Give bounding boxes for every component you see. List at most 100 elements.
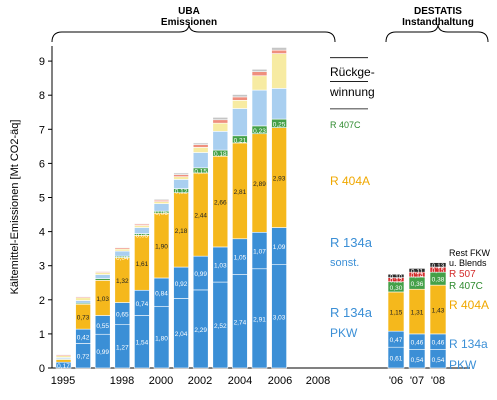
legend-item: winnung xyxy=(329,85,375,99)
uba-segment-label: 2,74 xyxy=(234,319,247,326)
uba-bar-segment xyxy=(192,144,209,148)
destatis-segment-label: 0,54 xyxy=(432,357,445,364)
uba-segment-label: 2,52 xyxy=(214,323,227,330)
uba-bar-segment xyxy=(114,250,131,257)
destatis-segment-label: 0,13 xyxy=(432,263,445,270)
legend-item: R 404A xyxy=(330,174,370,188)
uba-segment-label: 0,99 xyxy=(194,271,207,278)
uba-segment-label: 0,25 xyxy=(273,121,286,128)
uba-bar-segment xyxy=(153,203,170,212)
uba-segment-label: 2,93 xyxy=(273,176,286,183)
uba-segment-label: 0,84 xyxy=(155,290,168,297)
uba-segment-label: 0,04 xyxy=(116,255,129,262)
uba-segment-label: 0,23 xyxy=(253,128,266,135)
destatis-segment-label: 0,12 xyxy=(390,278,403,285)
uba-bar-segment xyxy=(251,71,268,77)
destatis-bar-segment xyxy=(429,262,447,268)
uba-segment-label: 2,29 xyxy=(194,327,207,334)
y-tick-label: 8 xyxy=(39,90,45,102)
uba-segment-label: 0,92 xyxy=(175,281,188,288)
uba-bar-segment xyxy=(94,270,111,272)
destatis-segment-label: 0,15 xyxy=(432,268,445,275)
y-tick-label: 0 xyxy=(39,363,45,375)
uba-segment-label: 1,61 xyxy=(136,261,149,268)
uba-bar-segment xyxy=(134,225,150,228)
uba-bar-segment xyxy=(173,179,189,189)
uba-segment-label: 0,21 xyxy=(234,137,247,144)
uba-segment-label: 0,55 xyxy=(96,323,109,330)
destatis-segment-label: 0,10 xyxy=(390,274,403,281)
uba-segment-label: 0,72 xyxy=(77,354,90,361)
legend-item: Rückge- xyxy=(330,65,375,79)
uba-bar-segment xyxy=(271,88,287,120)
group-header-uba-title: UBA xyxy=(178,6,200,17)
uba-segment-label: 1,03 xyxy=(214,263,227,270)
uba-bar-segment xyxy=(232,94,248,98)
y-tick-label: 9 xyxy=(39,56,45,68)
y-tick-label: 2 xyxy=(39,295,45,307)
y-tick-label: 5 xyxy=(39,193,45,205)
uba-segment-label: 2,89 xyxy=(253,181,266,188)
uba-segment-label: 1,03 xyxy=(96,296,109,303)
destatis-segment-label: 0,36 xyxy=(411,281,424,288)
destatis-segment-label: 1,15 xyxy=(390,310,403,317)
uba-segment-label: 1,09 xyxy=(273,244,286,251)
uba-bar-segment xyxy=(153,201,170,204)
uba-bar-segment xyxy=(134,227,150,234)
destatis-segment-label: 0,14 xyxy=(411,273,424,280)
legend-item: Rest FKW xyxy=(449,248,491,258)
uba-bar-segment xyxy=(153,198,170,201)
x-tick-label: 2004 xyxy=(228,375,252,387)
group-header-destatis-subtitle: Instandhaltung xyxy=(402,17,474,28)
uba-segment-label: 3,03 xyxy=(273,314,286,321)
uba-bar-segment xyxy=(114,248,131,252)
uba-bar-segment xyxy=(192,142,209,145)
legend-item: PKW xyxy=(330,326,358,340)
destatis-segment-label: 1,31 xyxy=(411,310,424,317)
destatis-segment-label: 0,54 xyxy=(411,357,424,364)
uba-segment-label: 0,65 xyxy=(116,312,129,319)
group-header-uba-subtitle: Emissionen xyxy=(161,17,217,28)
uba-bar-segment xyxy=(94,274,111,279)
legend-item: u. Blends xyxy=(449,258,487,268)
destatis-segment-label: 0,30 xyxy=(390,285,403,292)
uba-segment-label: 2,81 xyxy=(234,189,247,196)
uba-bar-segment xyxy=(212,117,229,121)
uba-segment-label: 2,66 xyxy=(214,200,227,207)
uba-segment-label: 2,18 xyxy=(175,228,188,235)
y-tick-label: 1 xyxy=(39,329,45,341)
uba-bar-segment xyxy=(251,68,268,72)
uba-bar-segment xyxy=(192,147,209,153)
legend-item: R 507 xyxy=(449,269,476,280)
x-tick-label: '06 xyxy=(389,375,403,387)
destatis-brace xyxy=(385,23,489,43)
destatis-segment-label: 0,11 xyxy=(411,268,424,275)
uba-bar-segment xyxy=(271,49,287,54)
legend-item: R 407C xyxy=(330,120,361,130)
destatis-segment-label: 0,47 xyxy=(390,337,403,344)
y-tick-label: 6 xyxy=(39,158,45,170)
uba-segment-label: 1,27 xyxy=(116,344,129,351)
uba-bar-segment xyxy=(232,100,248,109)
uba-bar-segment xyxy=(55,353,72,356)
legend-item: PKW xyxy=(449,358,477,372)
uba-bar-segment xyxy=(212,131,229,151)
destatis-bar-segment xyxy=(408,268,426,273)
uba-segment-label: 0,42 xyxy=(77,334,90,341)
legend-item: R 134a xyxy=(449,337,488,351)
uba-bar-segment xyxy=(232,96,248,101)
uba-segment-label: 0,06 xyxy=(155,210,168,217)
uba-segment-label: 1,07 xyxy=(253,249,266,256)
y-axis-label: Kältemittel-Emissionen [Mt CO2-äq] xyxy=(9,120,21,295)
uba-segment-label: 2,44 xyxy=(194,213,207,220)
uba-bar-segment xyxy=(251,75,268,91)
legend-item: R 134a xyxy=(330,235,373,250)
uba-segment-label: 0,12 xyxy=(175,189,188,196)
destatis-segment-label: 0,46 xyxy=(411,340,424,347)
uba-segment-label: 1,32 xyxy=(116,278,129,285)
y-tick-label: 7 xyxy=(39,124,45,136)
x-tick-label: 1995 xyxy=(51,375,75,387)
x-tick-label: 2002 xyxy=(188,375,212,387)
uba-bar-segment xyxy=(75,300,91,304)
uba-segment-label: 0,74 xyxy=(136,301,149,308)
